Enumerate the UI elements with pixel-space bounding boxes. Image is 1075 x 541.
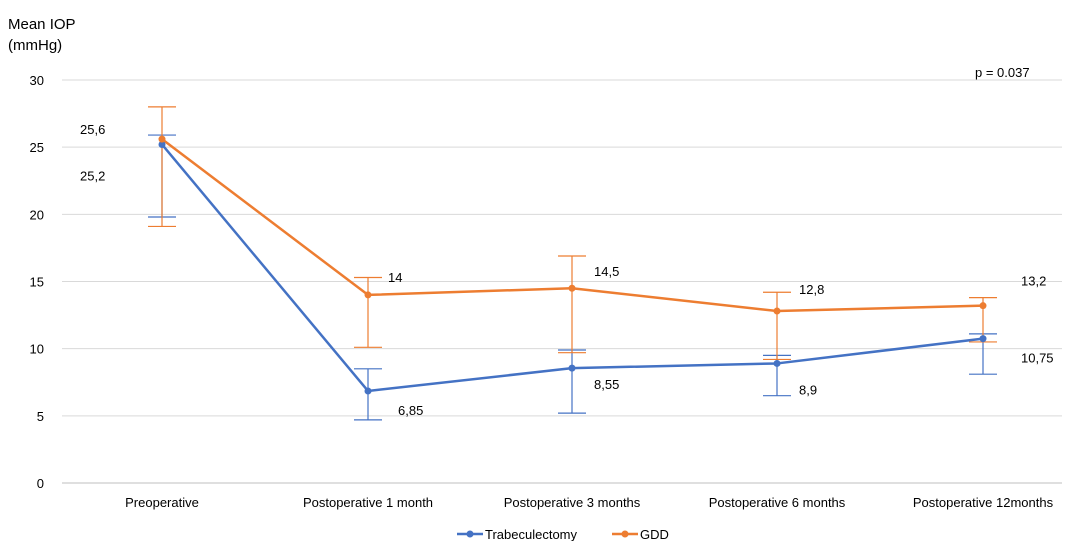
data-point [364, 387, 372, 395]
x-axis-ticks: Preoperative Postoperative 1 month Postope… [125, 495, 1053, 510]
data-point [568, 364, 576, 372]
data-points [158, 135, 987, 395]
data-label: 25,6 [80, 122, 105, 137]
data-point [979, 302, 987, 310]
data-label: 14 [388, 270, 402, 285]
x-tick-label: Postoperative 3 months [504, 495, 641, 510]
x-tick-label: Postoperative 1 month [303, 495, 433, 510]
y-axis-title-line-1: Mean IOP [8, 16, 76, 33]
gridlines [62, 79, 1062, 484]
x-tick-label: Postoperative 12months [913, 495, 1054, 510]
y-tick-label: 30 [30, 73, 44, 88]
data-label: 10,75 [1021, 351, 1054, 366]
data-point [364, 291, 372, 299]
y-tick-label: 10 [30, 342, 44, 357]
y-tick-label: 20 [30, 207, 44, 222]
legend: Trabeculectomy GDD [457, 527, 669, 541]
error-bars [148, 106, 997, 421]
data-point [158, 135, 166, 143]
y-tick-label: 15 [30, 275, 44, 290]
legend-label: Trabeculectomy [485, 527, 577, 541]
x-tick-label: Preoperative [125, 495, 199, 510]
y-tick-label: 25 [30, 140, 44, 155]
data-label: 8,9 [799, 382, 817, 397]
legend-swatch-marker [621, 530, 629, 538]
x-tick-label: Postoperative 6 months [709, 495, 846, 510]
data-point [773, 359, 781, 367]
data-label: 14,5 [594, 264, 619, 279]
data-point [773, 307, 781, 315]
legend-label: GDD [640, 527, 669, 541]
data-label: 6,85 [398, 403, 423, 418]
data-point [158, 140, 166, 148]
data-label: 25,2 [80, 168, 105, 183]
data-label: 13,2 [1021, 274, 1046, 289]
y-axis-ticks: 0 5 10 15 20 25 30 [30, 73, 44, 491]
y-tick-label: 0 [37, 476, 44, 491]
data-label: 8,55 [594, 377, 619, 392]
data-label: 12,8 [799, 282, 824, 297]
data-labels: 25,2 6,85 8,55 8,9 10,75 25,6 14 14,5 12,8 13,2 [80, 122, 1054, 418]
legend-swatch-marker [466, 530, 474, 538]
p-value-annotation: p = 0.037 [975, 65, 1030, 80]
data-point [979, 335, 987, 343]
data-point [568, 284, 576, 292]
y-tick-label: 5 [37, 409, 44, 424]
y-axis-title-line-2: (mmHg) [8, 37, 62, 54]
